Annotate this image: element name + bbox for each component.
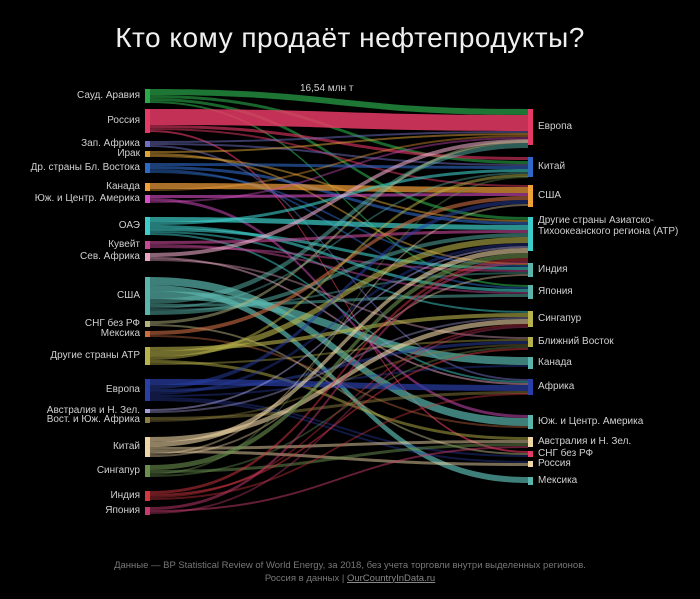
target-label: Индия (538, 264, 568, 275)
chart-footer: Данные — BP Statistical Review of World … (0, 560, 700, 585)
source-label: Россия (107, 115, 140, 126)
source-label: Сауд. Аравия (77, 90, 140, 101)
target-node (528, 311, 533, 327)
target-node (528, 185, 533, 207)
target-node (528, 217, 533, 251)
target-label: Африка (538, 381, 574, 392)
source-label: Вост. и Юж. Африка (47, 414, 140, 425)
source-label: Мексика (101, 328, 140, 339)
target-node (528, 461, 533, 467)
target-label: Ближний Восток (538, 336, 614, 347)
target-label: Мексика (538, 475, 577, 486)
target-label: Китай (538, 161, 565, 172)
sankey-link (150, 446, 528, 512)
target-node (528, 451, 533, 457)
target-node (528, 379, 533, 395)
target-label: Европа (538, 121, 572, 132)
source-label: Сингапур (97, 465, 140, 476)
source-label: Сев. Африка (80, 251, 140, 262)
target-label: Другие страны Азиатско-Тихоокеанского ре… (538, 215, 688, 237)
source-label: Кувейт (108, 239, 140, 250)
target-node (528, 477, 533, 485)
source-label: ОАЭ (119, 220, 140, 231)
sankey-flows (150, 85, 528, 545)
target-node (528, 357, 533, 369)
footer-link[interactable]: OurCountryInData.ru (347, 573, 435, 584)
target-label: Сингапур (538, 313, 581, 324)
footer-brand: Россия в данных | (265, 573, 347, 584)
source-label: Канада (106, 181, 140, 192)
source-label: Юж. и Центр. Америка (35, 193, 140, 204)
sankey-chart: 16,54 млн т Сауд. АравияРоссияЗап. Африк… (0, 85, 700, 545)
footer-source: Данные — BP Statistical Review of World … (114, 560, 586, 571)
target-node (528, 285, 533, 299)
target-label: Россия (538, 458, 571, 469)
target-node (528, 109, 533, 145)
source-label: Европа (106, 384, 140, 395)
target-label: Австралия и Н. Зел. (538, 436, 631, 447)
source-label: Индия (110, 490, 140, 501)
source-label: Япония (105, 505, 140, 516)
target-label: Юж. и Центр. Америка (538, 416, 643, 427)
target-node (528, 337, 533, 347)
source-label: Другие страны АТР (50, 350, 140, 361)
source-label: Ирак (117, 148, 140, 159)
target-label: Япония (538, 286, 573, 297)
target-node (528, 437, 533, 447)
source-label: США (117, 290, 140, 301)
source-label: Китай (113, 441, 140, 452)
target-label: Канада (538, 357, 572, 368)
target-node (528, 157, 533, 177)
target-node (528, 415, 533, 429)
chart-title: Кто кому продаёт нефтепродукты? (0, 0, 700, 54)
target-node (528, 263, 533, 277)
target-label: США (538, 190, 561, 201)
source-label: Др. страны Бл. Востока (31, 162, 140, 173)
